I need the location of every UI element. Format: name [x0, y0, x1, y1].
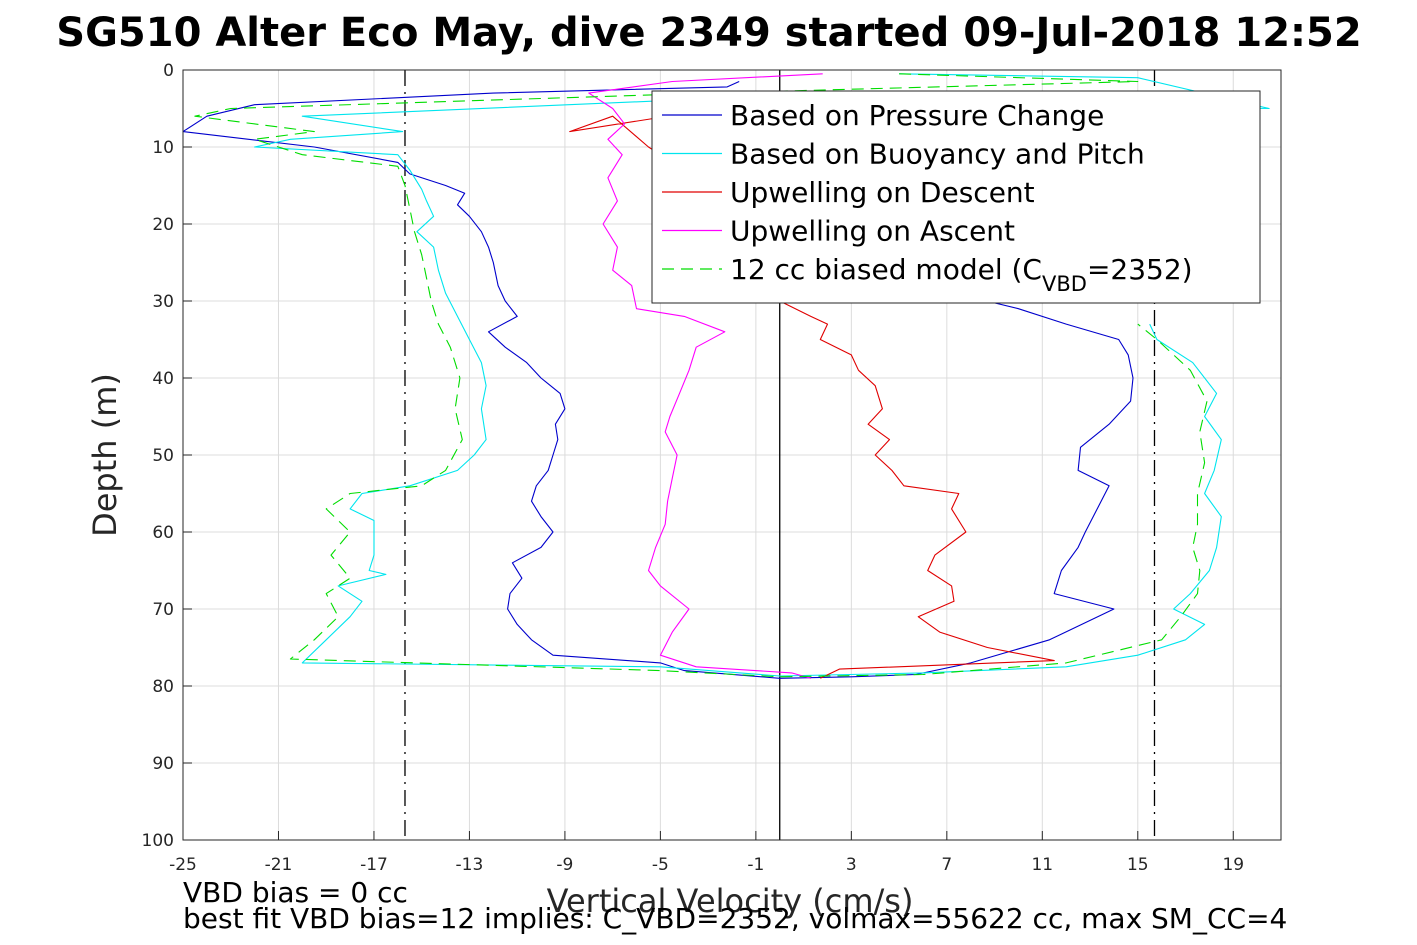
x-tick-label: 11	[1031, 855, 1053, 875]
legend-entries: Based on Pressure Change Based on Buoyanc…	[662, 99, 1193, 296]
x-tick-label: -17	[360, 855, 388, 875]
best-fit-note: best fit VBD bias=12 implies: C_VBD=2352…	[183, 902, 1287, 935]
y-tick-label: 70	[152, 600, 174, 620]
x-tick-label: -5	[652, 855, 669, 875]
ticks: -25 -21 -17 -13 -9 -5 -1 3 7 11 15 1901020304050607…	[142, 61, 1245, 875]
legend-label: Upwelling on Descent	[730, 176, 1035, 209]
x-tick-label: -25	[169, 855, 197, 875]
y-tick-label: 0	[163, 61, 174, 81]
x-tick-label: 3	[846, 855, 857, 875]
y-axis-label: Depth (m)	[86, 373, 124, 537]
x-axis-label: Vertical Velocity (cm/s)	[547, 882, 914, 920]
legend-label: Upwelling on Ascent	[730, 215, 1015, 248]
vbd-bias-note: VBD bias = 0 cc	[183, 876, 408, 909]
legend-label-end: =2352)	[1087, 253, 1193, 286]
legend: Based on Pressure Change Based on Buoyanc…	[651, 90, 1261, 304]
series-line	[182, 80, 1134, 679]
x-tick-label: 19	[1222, 855, 1244, 875]
chart-title: SG510 Alter Eco May, dive 2349 started 0…	[56, 10, 1361, 56]
y-tick-label: 20	[152, 215, 174, 235]
y-tick-label: 50	[152, 446, 174, 466]
y-tick-label: 90	[152, 754, 174, 774]
x-tick-label: -1	[747, 855, 764, 875]
legend-label: Based on Buoyancy and Pitch	[730, 138, 1145, 171]
x-tick-label: -9	[556, 855, 573, 875]
y-tick-label: 30	[152, 292, 174, 312]
legend-label: 12 cc biased model (CVBD=2352)	[730, 253, 1193, 296]
y-tick-label: 100	[142, 831, 174, 851]
series-line	[194, 73, 1208, 678]
legend-box	[651, 90, 1261, 304]
x-tick-label: -21	[265, 855, 293, 875]
y-tick-label: 60	[152, 523, 174, 543]
x-tick-label: -13	[456, 855, 484, 875]
x-tick-label: 15	[1127, 855, 1149, 875]
y-tick-label: 10	[152, 138, 174, 158]
legend-label-subscript: VBD	[1042, 272, 1087, 296]
y-tick-label: 80	[152, 677, 174, 697]
series-line	[254, 73, 1270, 677]
y-tick-label: 40	[152, 369, 174, 389]
legend-label: Based on Pressure Change	[730, 99, 1104, 132]
series-line	[588, 73, 823, 679]
legend-label-main: 12 cc biased model (C	[730, 253, 1042, 286]
x-tick-label: 7	[941, 855, 952, 875]
